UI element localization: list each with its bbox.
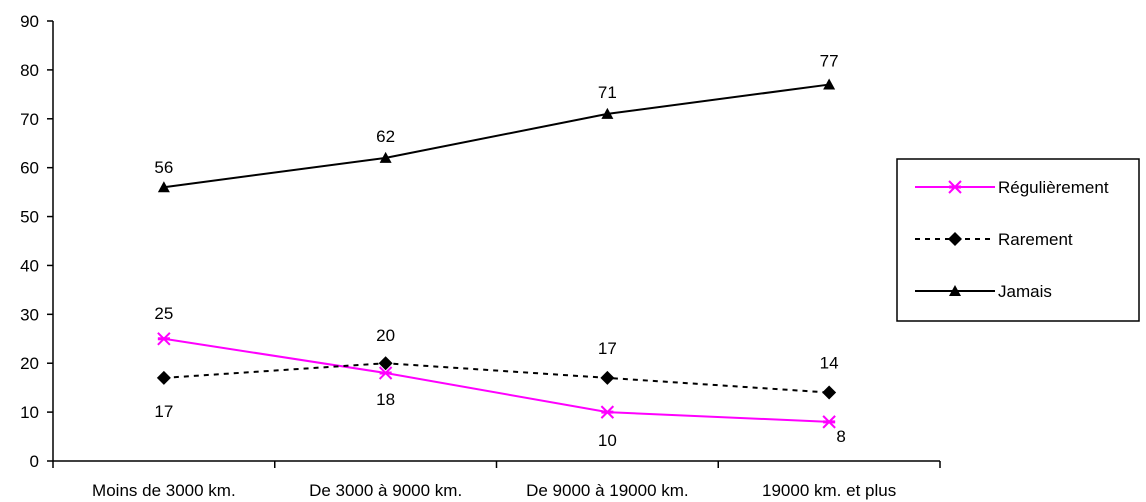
legend-label: Rarement bbox=[998, 230, 1073, 249]
x-category-label: De 3000 à 9000 km. bbox=[309, 481, 462, 500]
y-tick-label: 50 bbox=[20, 208, 39, 227]
legend-marker bbox=[949, 285, 961, 296]
data-point-0 bbox=[600, 405, 615, 419]
y-tick-label: 70 bbox=[20, 110, 39, 129]
y-tick-label: 60 bbox=[20, 159, 39, 178]
y-tick-label: 20 bbox=[20, 354, 39, 373]
data-label: 77 bbox=[820, 52, 839, 71]
series-layer bbox=[156, 78, 837, 429]
legend-marker bbox=[948, 232, 962, 246]
data-label: 62 bbox=[376, 127, 395, 146]
x-category-label: Moins de 3000 km. bbox=[92, 481, 236, 500]
data-point-0 bbox=[157, 332, 171, 346]
x-axis: Moins de 3000 km. De 3000 à 9000 km. De 90… bbox=[52, 460, 941, 500]
legend-marker bbox=[948, 180, 962, 194]
data-point-1 bbox=[600, 370, 615, 385]
y-tick-label: 10 bbox=[20, 403, 39, 422]
series-line-2 bbox=[163, 83, 830, 189]
data-label: 17 bbox=[154, 402, 173, 421]
legend-label: Régulièrement bbox=[998, 178, 1109, 197]
data-label: 14 bbox=[820, 354, 839, 373]
data-label: 17 bbox=[598, 339, 617, 358]
data-point-2 bbox=[157, 181, 170, 193]
legend-label: Jamais bbox=[998, 282, 1052, 301]
data-label: 10 bbox=[598, 431, 617, 450]
data-label: 71 bbox=[598, 83, 617, 102]
data-point-2 bbox=[379, 151, 392, 163]
data-label: 8 bbox=[836, 427, 845, 446]
data-point-1 bbox=[822, 385, 837, 400]
data-label: 56 bbox=[154, 158, 173, 177]
series-line-1 bbox=[163, 362, 830, 394]
data-label: 18 bbox=[376, 390, 395, 409]
data-point-0 bbox=[822, 415, 836, 429]
y-tick-label: 0 bbox=[30, 452, 39, 471]
series-line-0 bbox=[163, 337, 830, 423]
data-label: 20 bbox=[376, 326, 395, 345]
x-category-label: 19000 km. et plus bbox=[762, 481, 896, 500]
data-point-1 bbox=[378, 356, 393, 371]
data-point-2 bbox=[601, 107, 614, 119]
data-point-1 bbox=[156, 370, 171, 385]
x-category-label: De 9000 à 19000 km. bbox=[526, 481, 689, 500]
legend: Régulièrement Rarement Jamais bbox=[896, 158, 1140, 322]
y-tick-label: 40 bbox=[20, 256, 39, 275]
y-tick-label: 90 bbox=[20, 12, 39, 31]
y-tick-label: 30 bbox=[20, 305, 39, 324]
y-axis: 0 10 20 30 40 50 60 70 80 90 bbox=[20, 12, 54, 471]
data-labels-layer: 25 18 10 8 17 20 17 14 56 62 71 77 bbox=[154, 52, 845, 451]
data-point-2 bbox=[823, 78, 836, 90]
y-tick-label: 80 bbox=[20, 61, 39, 80]
data-label: 25 bbox=[154, 304, 173, 323]
data-point-0 bbox=[378, 366, 393, 380]
